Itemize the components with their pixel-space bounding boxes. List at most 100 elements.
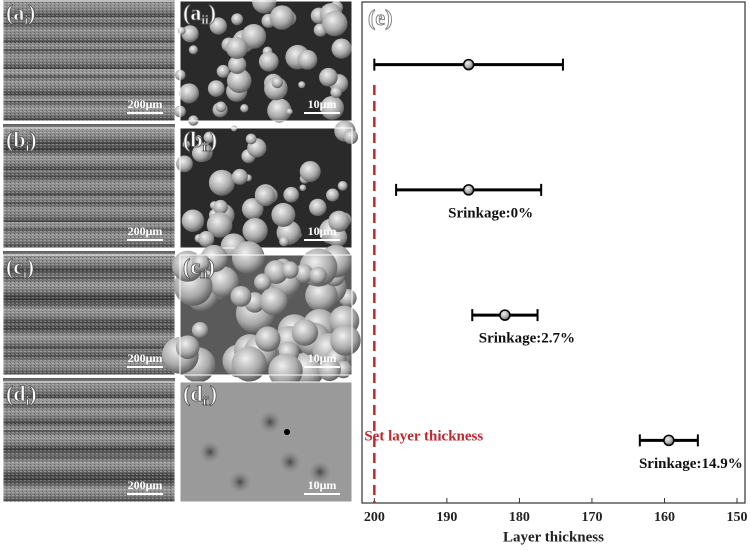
panel-border	[179, 127, 353, 249]
particle	[309, 198, 327, 217]
image-panel: (ci) 200μm	[2, 251, 176, 376]
x-tick-label: 200	[364, 510, 385, 525]
panel-label-part: )	[210, 381, 217, 406]
particle	[215, 101, 227, 113]
particle	[298, 81, 306, 89]
image-panel: (di) 200μm	[2, 378, 176, 503]
panel-label-part: )	[209, 0, 216, 25]
particle	[231, 346, 267, 382]
panel-border	[2, 0, 176, 122]
panel-label: (bi)	[6, 127, 37, 154]
particle	[225, 37, 248, 59]
point-label: Srinkage:0%	[448, 205, 533, 221]
panel-label: (ai)	[6, 0, 35, 27]
pit	[276, 448, 304, 476]
panel-label-part: )	[210, 127, 217, 152]
panel-border	[2, 254, 176, 376]
panel-label-part: i	[26, 139, 30, 154]
particle	[255, 326, 281, 352]
particle	[343, 129, 359, 145]
particle	[181, 209, 205, 232]
particle	[331, 38, 352, 59]
particle	[209, 17, 227, 35]
panel-label-part: )	[29, 381, 36, 406]
particle	[305, 279, 338, 312]
particle	[245, 133, 257, 145]
panel-border	[179, 254, 353, 376]
particle	[297, 49, 318, 70]
particle	[286, 108, 293, 115]
panel-label-part: (c	[183, 254, 200, 279]
panel-label-part: )	[28, 0, 35, 25]
particle	[254, 273, 272, 291]
particle	[299, 184, 307, 192]
particle	[269, 5, 295, 30]
scale-bar-label: 200μm	[128, 478, 163, 492]
x-tick-label: 190	[436, 510, 457, 525]
particle	[327, 227, 348, 248]
pit	[196, 438, 224, 466]
x-axis-label: Layer thickness	[503, 529, 604, 545]
particle	[208, 169, 235, 196]
particle	[213, 199, 228, 215]
particle	[330, 325, 361, 356]
scale-bar-label: 200μm	[128, 351, 163, 365]
particle	[294, 264, 314, 284]
particle	[203, 131, 216, 144]
panel-label-part: )	[27, 254, 34, 279]
reference-label: Set layer thickness	[364, 428, 483, 444]
particle	[291, 319, 319, 346]
particle	[322, 10, 348, 37]
particle	[309, 266, 327, 285]
scale-bar-label: 10μm	[308, 97, 337, 111]
particle	[271, 76, 283, 89]
particle	[283, 186, 300, 203]
panel-label: (di)	[6, 381, 37, 408]
particle	[268, 353, 303, 389]
panel-label: (e)	[368, 5, 392, 30]
particle	[258, 51, 279, 72]
panel-label-part: )	[207, 254, 214, 279]
grain	[3, 382, 175, 502]
image-panel: (cii) 10μm	[161, 241, 361, 389]
image-panel: (ai) 200μm	[2, 0, 176, 122]
panel-label-part: (b	[183, 127, 203, 152]
panel-label-part: (d	[6, 381, 26, 406]
particle	[232, 241, 265, 274]
panel-label-part: ii	[201, 12, 209, 27]
hole	[284, 429, 290, 435]
data-point	[462, 184, 475, 196]
panel-label-part: )	[29, 127, 36, 152]
panel-label-part: i	[26, 393, 30, 408]
particle	[337, 180, 348, 191]
particle	[195, 135, 202, 142]
particle	[319, 67, 338, 87]
plot-frame	[361, 1, 746, 504]
panel-label: (dii)	[183, 381, 217, 408]
grain	[3, 128, 175, 248]
particle	[178, 27, 186, 35]
particle	[231, 168, 248, 185]
particle	[230, 285, 252, 307]
particle	[254, 185, 276, 207]
data-point	[499, 309, 511, 321]
particle	[242, 217, 268, 244]
panel-label-part: ii	[203, 393, 211, 408]
particle	[191, 321, 209, 339]
panel-border	[2, 381, 176, 503]
panel-border	[179, 0, 353, 122]
panel-label-part: (d	[183, 381, 203, 406]
particle	[178, 83, 200, 104]
scale-bar-label: 10μm	[308, 478, 337, 492]
x-tick-label: 150	[727, 510, 748, 525]
particle	[188, 45, 198, 55]
particle	[299, 160, 321, 183]
particle	[191, 144, 211, 163]
data-point	[462, 58, 475, 71]
point-label: Srinkage:2.7%	[479, 331, 575, 347]
panel-label-part: i	[23, 266, 27, 281]
image-panel: (bii) 10μm	[176, 120, 359, 260]
x-tick-label: 180	[509, 510, 530, 525]
panel-label: (bii)	[183, 127, 217, 154]
